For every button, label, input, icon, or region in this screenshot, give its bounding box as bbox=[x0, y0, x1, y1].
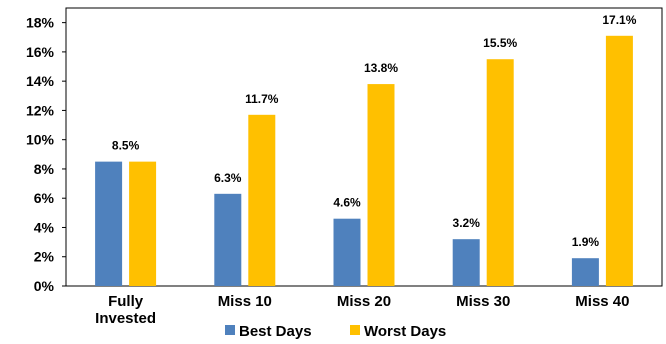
data-labels: 8.5% 6.3% 4.6% 3.2% 1.9% 11.7% 13.8% 15.5% 17.1% bbox=[112, 13, 637, 249]
y-tick-label: 14% bbox=[26, 73, 55, 89]
bar-best-days bbox=[95, 161, 123, 286]
bar-worst-days bbox=[248, 114, 276, 287]
bar-worst-days bbox=[129, 161, 157, 286]
y-axis: 0% 2% 4% 6% 8% 10% 12% 14% 16% 18% bbox=[26, 15, 66, 294]
y-tick-label: 8% bbox=[34, 161, 55, 177]
legend: Best Days Worst Days bbox=[225, 323, 446, 340]
legend-swatch bbox=[350, 325, 360, 335]
data-label: 11.7% bbox=[245, 92, 279, 106]
data-label: 4.6% bbox=[333, 196, 361, 210]
x-category-label: Fully bbox=[108, 293, 144, 310]
x-category-label: Miss 30 bbox=[456, 293, 510, 310]
plot-area-border bbox=[65, 7, 663, 287]
x-category-label: Invested bbox=[95, 310, 156, 327]
y-tick-label: 6% bbox=[34, 190, 55, 206]
y-tick-label: 0% bbox=[34, 278, 55, 294]
legend-swatch bbox=[225, 325, 235, 335]
bar-worst-days bbox=[605, 35, 633, 286]
y-tick-label: 2% bbox=[34, 249, 55, 265]
bar-worst-days bbox=[367, 84, 395, 286]
data-label: 15.5% bbox=[483, 36, 517, 50]
y-tick-label: 4% bbox=[34, 219, 55, 235]
x-category-label: Miss 40 bbox=[575, 293, 629, 310]
data-label: 3.2% bbox=[453, 216, 481, 230]
legend-label: Best Days bbox=[239, 323, 312, 340]
x-category-label: Miss 10 bbox=[218, 293, 272, 310]
bar-best-days bbox=[214, 193, 242, 286]
bar-worst-days bbox=[486, 59, 514, 286]
y-tick-label: 16% bbox=[26, 44, 55, 60]
data-label: 8.5% bbox=[112, 139, 140, 153]
data-label: 17.1% bbox=[602, 13, 636, 27]
x-category-label: Miss 20 bbox=[337, 293, 391, 310]
bars bbox=[95, 35, 633, 287]
y-tick-label: 12% bbox=[26, 102, 55, 118]
y-tick-label: 18% bbox=[26, 15, 55, 31]
plot-frame bbox=[65, 7, 663, 287]
data-label: 13.8% bbox=[364, 61, 398, 75]
data-label: 1.9% bbox=[572, 235, 600, 249]
bar-best-days bbox=[452, 239, 480, 286]
legend-label: Worst Days bbox=[364, 323, 446, 340]
bar-best-days bbox=[333, 218, 361, 286]
bar-best-days bbox=[571, 258, 599, 286]
y-tick-label: 10% bbox=[26, 132, 55, 148]
data-label: 6.3% bbox=[214, 171, 242, 185]
